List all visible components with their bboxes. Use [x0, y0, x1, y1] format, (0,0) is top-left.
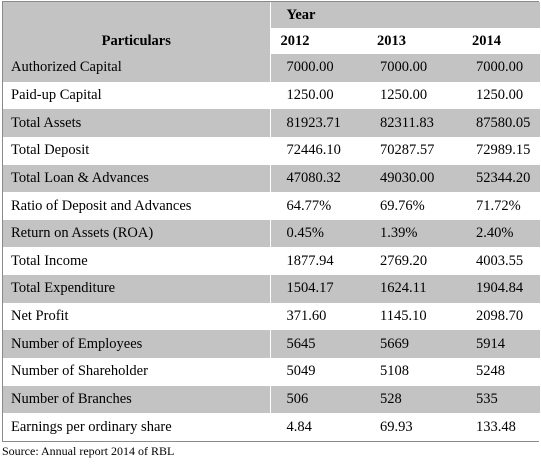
- row-value-2013: 69.76%: [367, 192, 462, 220]
- row-label: Total Expenditure: [3, 275, 271, 303]
- row-value-2014: 7000.00: [462, 54, 541, 82]
- row-value-2014: 72989.15: [462, 136, 541, 165]
- row-value-2013: 1250.00: [367, 81, 462, 110]
- row-value-2012: 47080.32: [270, 164, 367, 193]
- row-label: Net Profit: [3, 302, 271, 331]
- table-row: Total Assets 81923.71 82311.83 87580.05: [3, 109, 541, 137]
- row-value-2013: 49030.00: [367, 164, 462, 193]
- table-row: Net Profit 371.60 1145.10 2098.70: [3, 302, 541, 331]
- year-2014-header: 2014: [462, 28, 541, 54]
- row-label: Return on Assets (ROA): [3, 219, 271, 248]
- row-value-2012: 5049: [270, 358, 367, 386]
- row-value-2012: 64.77%: [270, 192, 367, 220]
- row-value-2014: 1250.00: [462, 81, 541, 110]
- row-value-2013: 528: [367, 385, 462, 414]
- table-row: Number of Employees 5645 5669 5914: [3, 330, 541, 359]
- row-value-2012: 1877.94: [270, 247, 367, 276]
- table-row: Total Loan & Advances 47080.32 49030.00 523…: [3, 164, 541, 193]
- row-value-2013: 69.93: [367, 413, 462, 441]
- row-value-2012: 0.45%: [270, 219, 367, 248]
- row-label: Total Assets: [3, 109, 271, 137]
- financial-table-container: Year Particulars 2012 2013 2014 Authoriz…: [2, 1, 541, 442]
- row-value-2013: 82311.83: [367, 109, 462, 137]
- row-value-2012: 1504.17: [270, 275, 367, 303]
- year-header-row: Year: [3, 2, 541, 28]
- row-value-2014: 2098.70: [462, 302, 541, 331]
- year-2013-header: 2013: [367, 28, 462, 54]
- row-value-2014: 5248: [462, 358, 541, 386]
- row-value-2014: 52344.20: [462, 164, 541, 193]
- row-value-2012: 7000.00: [270, 54, 367, 82]
- row-value-2014: 1904.84: [462, 275, 541, 303]
- row-value-2013: 5108: [367, 358, 462, 386]
- financial-table: Year Particulars 2012 2013 2014 Authoriz…: [3, 2, 541, 441]
- table-row: Number of Branches 506 528 535: [3, 385, 541, 414]
- row-value-2012: 4.84: [270, 413, 367, 441]
- year-2012-header: 2012: [270, 28, 367, 54]
- row-value-2014: 87580.05: [462, 109, 541, 137]
- row-value-2013: 5669: [367, 330, 462, 359]
- row-value-2014: 535: [462, 385, 541, 414]
- row-value-2012: 81923.71: [270, 109, 367, 137]
- row-value-2013: 1624.11: [367, 275, 462, 303]
- table-row: Earnings per ordinary share 4.84 69.93 133.…: [3, 413, 541, 441]
- table-row: Total Income 1877.94 2769.20 4003.55: [3, 247, 541, 276]
- row-label: Paid-up Capital: [3, 81, 271, 110]
- row-value-2013: 1.39%: [367, 219, 462, 248]
- row-value-2012: 1250.00: [270, 81, 367, 110]
- table-row: Ratio of Deposit and Advances 64.77% 69.76…: [3, 192, 541, 220]
- table-row: Return on Assets (ROA) 0.45% 1.39% 2.40%: [3, 219, 541, 248]
- row-label: Ratio of Deposit and Advances: [3, 192, 271, 220]
- particulars-header: Particulars: [3, 28, 271, 54]
- year-label: Year: [270, 2, 541, 28]
- row-value-2012: 5645: [270, 330, 367, 359]
- source-note: Source: Annual report 2014 of RBL: [2, 444, 175, 458]
- row-label: Number of Branches: [3, 385, 271, 414]
- row-label: Total Income: [3, 247, 271, 276]
- row-label: Earnings per ordinary share: [3, 413, 271, 441]
- row-label: Number of Employees: [3, 330, 271, 359]
- row-value-2013: 1145.10: [367, 302, 462, 331]
- header-blank-cell: [3, 2, 271, 28]
- row-value-2012: 371.60: [270, 302, 367, 331]
- row-value-2014: 2.40%: [462, 219, 541, 248]
- table-row: Authorized Capital 7000.00 7000.00 7000.00: [3, 54, 541, 82]
- table-row: Paid-up Capital 1250.00 1250.00 1250.00: [3, 81, 541, 110]
- row-label: Authorized Capital: [3, 54, 271, 82]
- table-row: Number of Shareholder 5049 5108 5248: [3, 358, 541, 386]
- row-value-2014: 4003.55: [462, 247, 541, 276]
- row-label: Total Deposit: [3, 136, 271, 165]
- row-value-2013: 2769.20: [367, 247, 462, 276]
- column-header-row: Particulars 2012 2013 2014: [3, 28, 541, 54]
- row-value-2012: 72446.10: [270, 136, 367, 165]
- table-body: Authorized Capital 7000.00 7000.00 7000.00 P…: [3, 54, 541, 441]
- row-value-2014: 71.72%: [462, 192, 541, 220]
- row-label: Total Loan & Advances: [3, 164, 271, 193]
- row-value-2014: 5914: [462, 330, 541, 359]
- row-label: Number of Shareholder: [3, 358, 271, 386]
- row-value-2013: 70287.57: [367, 136, 462, 165]
- table-row: Total Expenditure 1504.17 1624.11 1904.84: [3, 275, 541, 303]
- table-row: Total Deposit 72446.10 70287.57 72989.15: [3, 136, 541, 165]
- row-value-2012: 506: [270, 385, 367, 414]
- row-value-2014: 133.48: [462, 413, 541, 441]
- row-value-2013: 7000.00: [367, 54, 462, 82]
